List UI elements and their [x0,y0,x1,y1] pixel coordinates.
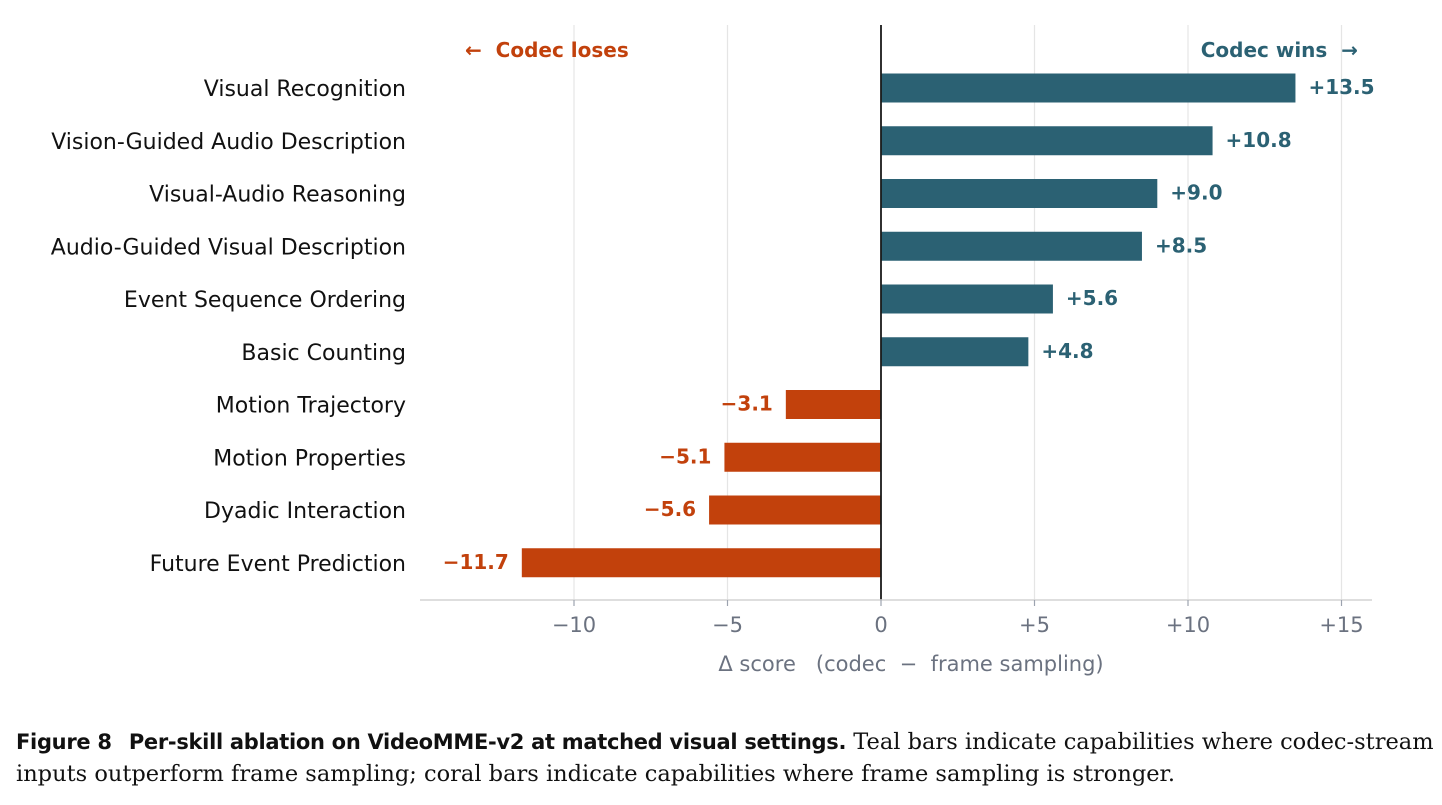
tick-label: +10 [1166,613,1210,637]
category-label: Event Sequence Ordering [124,288,406,313]
value-label: +5.6 [1066,286,1118,310]
tick-label: 0 [874,613,887,637]
bar [785,390,881,419]
value-label: +9.0 [1170,181,1222,205]
value-label: −5.6 [644,497,696,521]
codec-loses-annotation: ← Codec loses [465,38,629,62]
bars [521,73,1296,578]
figure-caption: Figure 8 Per-skill ablation on VideoMME-… [16,726,1436,790]
category-label: Dyadic Interaction [204,499,406,524]
category-label: Vision-Guided Audio Description [51,130,406,155]
codec-wins-annotation: Codec wins → [1201,38,1358,62]
category-label: Motion Trajectory [216,394,406,419]
bar [881,73,1296,103]
tick-label: +15 [1319,613,1363,637]
value-label: +4.8 [1041,339,1093,363]
category-label: Motion Properties [213,446,406,471]
value-label: +10.8 [1226,128,1292,152]
bar [521,548,881,578]
bar [881,126,1213,156]
value-label: −11.7 [443,550,509,574]
x-axis-label: Δ score (codec − frame sampling) [718,652,1103,676]
category-label: Basic Counting [241,341,406,366]
value-label: −5.1 [659,444,711,468]
value-labels: +13.5 +10.8 +9.0 +8.5 +5.6 +4.8 −3.1 −5.1 −5.6 −1… [443,75,1375,574]
tick-label: −5 [712,613,743,637]
tick-label: +5 [1019,613,1050,637]
category-label: Visual Recognition [204,77,406,102]
category-label: Audio-Guided Visual Description [51,235,406,260]
bar-chart: Visual Recognition Vision-Guided Audio De… [51,25,1375,676]
tick-label: −10 [552,613,596,637]
figure-title: Per-skill ablation on VideoMME-v2 at mat… [128,730,847,754]
bar [709,495,881,525]
bar [881,337,1029,367]
x-axis-ticks: −10 −5 0 +5 +10 +15 [552,600,1364,637]
category-labels: Visual Recognition Vision-Guided Audio De… [51,77,406,577]
figure-number: Figure 8 [16,730,112,754]
value-label: +8.5 [1155,233,1207,257]
category-label: Visual-Audio Reasoning [149,183,406,208]
bar [881,231,1142,261]
bar [724,442,881,472]
value-label: −3.1 [721,392,773,416]
figure-caption-text: Teal bars indicate capabilities where co… [16,729,1434,787]
category-label: Future Event Prediction [150,552,406,577]
bar [881,179,1158,208]
bar [881,284,1053,314]
value-label: +13.5 [1308,75,1374,99]
